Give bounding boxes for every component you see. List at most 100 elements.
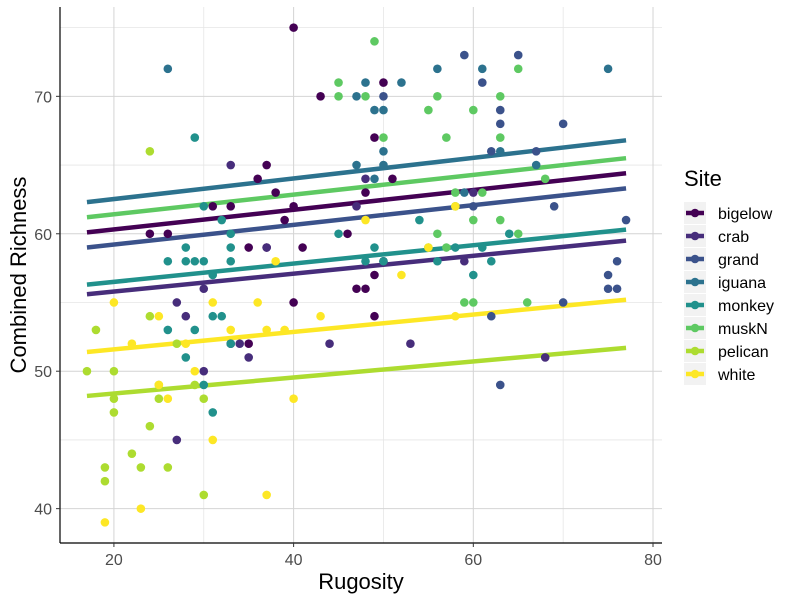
data-point-muskN xyxy=(442,133,451,142)
data-point-bigelow xyxy=(298,243,307,252)
data-point-white xyxy=(451,311,460,321)
data-point-grand xyxy=(558,119,568,129)
data-point-muskN xyxy=(522,298,532,307)
fit-line-crab xyxy=(86,238,627,297)
data-point-grand xyxy=(486,147,496,156)
legend-label-pelican: pelican xyxy=(718,344,769,361)
data-point-grand xyxy=(495,380,505,390)
data-point-muskN xyxy=(370,37,379,46)
data-point-muskN xyxy=(469,215,478,225)
data-point-crab xyxy=(469,188,478,197)
y-tick-label: 60 xyxy=(34,227,52,244)
data-point-bigelow xyxy=(163,229,173,239)
data-point-pelican xyxy=(145,147,155,156)
data-point-monkey xyxy=(190,325,200,335)
data-point-crab xyxy=(199,366,209,376)
tick-labels: 20 40 60 80 40 50 60 70 xyxy=(34,89,662,569)
data-point-monkey xyxy=(433,256,442,266)
data-point-crab xyxy=(172,298,182,307)
data-point-monkey xyxy=(199,201,209,211)
data-point-bigelow xyxy=(289,201,298,211)
data-point-crab xyxy=(460,256,469,266)
data-point-grand xyxy=(612,256,622,266)
data-point-iguana xyxy=(603,64,613,74)
data-point-monkey xyxy=(181,353,191,362)
legend-key-point-crab xyxy=(690,231,700,241)
data-point-monkey xyxy=(208,408,218,417)
legend-key-point-monkey xyxy=(690,300,700,310)
data-point-white xyxy=(424,243,433,252)
legend-key-point-iguana xyxy=(690,277,700,287)
x-tick-label: 60 xyxy=(464,552,482,569)
data-point-iguana xyxy=(352,160,361,170)
data-point-iguana xyxy=(379,105,388,115)
data-point-white xyxy=(181,339,191,349)
data-point-muskN xyxy=(495,215,505,225)
data-point-iguana xyxy=(379,160,388,170)
data-point-bigelow xyxy=(379,78,388,87)
legend-key-point-bigelow xyxy=(690,208,700,218)
data-point-bigelow xyxy=(244,243,253,252)
data-point-pelican xyxy=(91,325,101,335)
y-tick-label: 70 xyxy=(34,89,52,106)
y-tick-label: 50 xyxy=(34,364,52,381)
legend-label-monkey: monkey xyxy=(718,298,774,315)
fit-line-pelican xyxy=(86,345,627,399)
data-point-white xyxy=(136,504,146,513)
legend-title: Site xyxy=(684,166,722,191)
data-point-muskN xyxy=(469,298,478,307)
data-point-bigelow xyxy=(271,188,280,197)
fit-line-grand xyxy=(86,186,627,250)
data-points xyxy=(82,23,631,527)
data-point-crab xyxy=(406,339,415,349)
data-point-muskN xyxy=(495,133,505,142)
data-point-iguana xyxy=(370,105,379,115)
data-point-monkey xyxy=(163,256,173,266)
legend-label-grand: grand xyxy=(718,252,759,269)
data-point-white xyxy=(397,270,406,280)
data-point-iguana xyxy=(379,147,388,156)
data-point-muskN xyxy=(433,229,442,239)
data-point-monkey xyxy=(208,311,218,321)
data-point-muskN xyxy=(460,298,469,307)
data-point-grand xyxy=(549,201,559,211)
data-point-bigelow xyxy=(343,229,352,239)
data-point-grand xyxy=(460,50,469,60)
data-point-white xyxy=(280,325,289,335)
data-point-pelican xyxy=(199,394,209,403)
data-point-white xyxy=(190,366,200,376)
data-point-bigelow xyxy=(370,133,379,142)
data-point-bigelow xyxy=(226,201,236,211)
data-point-white xyxy=(154,311,164,321)
x-tick-label: 80 xyxy=(644,552,662,569)
data-point-monkey xyxy=(199,256,209,266)
data-point-monkey xyxy=(217,215,227,225)
data-point-monkey xyxy=(370,243,379,252)
data-point-muskN xyxy=(361,92,370,101)
data-point-crab xyxy=(235,339,245,349)
data-point-monkey xyxy=(415,215,424,225)
data-point-monkey xyxy=(208,270,218,280)
data-point-bigelow xyxy=(370,270,379,280)
data-point-grand xyxy=(558,298,568,307)
data-point-muskN xyxy=(477,188,487,197)
data-point-monkey xyxy=(181,243,191,252)
data-point-grand xyxy=(621,215,631,225)
data-point-pelican xyxy=(109,408,119,417)
data-point-muskN xyxy=(334,78,343,87)
data-point-iguana xyxy=(361,78,370,87)
data-point-monkey xyxy=(469,270,478,280)
data-point-bigelow xyxy=(352,284,361,294)
data-point-monkey xyxy=(226,256,236,266)
data-point-pelican xyxy=(136,463,146,472)
data-point-monkey xyxy=(361,256,370,266)
data-point-muskN xyxy=(513,229,523,239)
data-point-pelican xyxy=(163,463,173,472)
data-point-monkey xyxy=(199,380,209,390)
data-point-crab xyxy=(325,339,334,349)
data-point-bigelow xyxy=(208,201,218,211)
data-point-pelican xyxy=(190,380,200,390)
data-point-monkey xyxy=(226,229,236,239)
data-point-white xyxy=(226,325,236,335)
